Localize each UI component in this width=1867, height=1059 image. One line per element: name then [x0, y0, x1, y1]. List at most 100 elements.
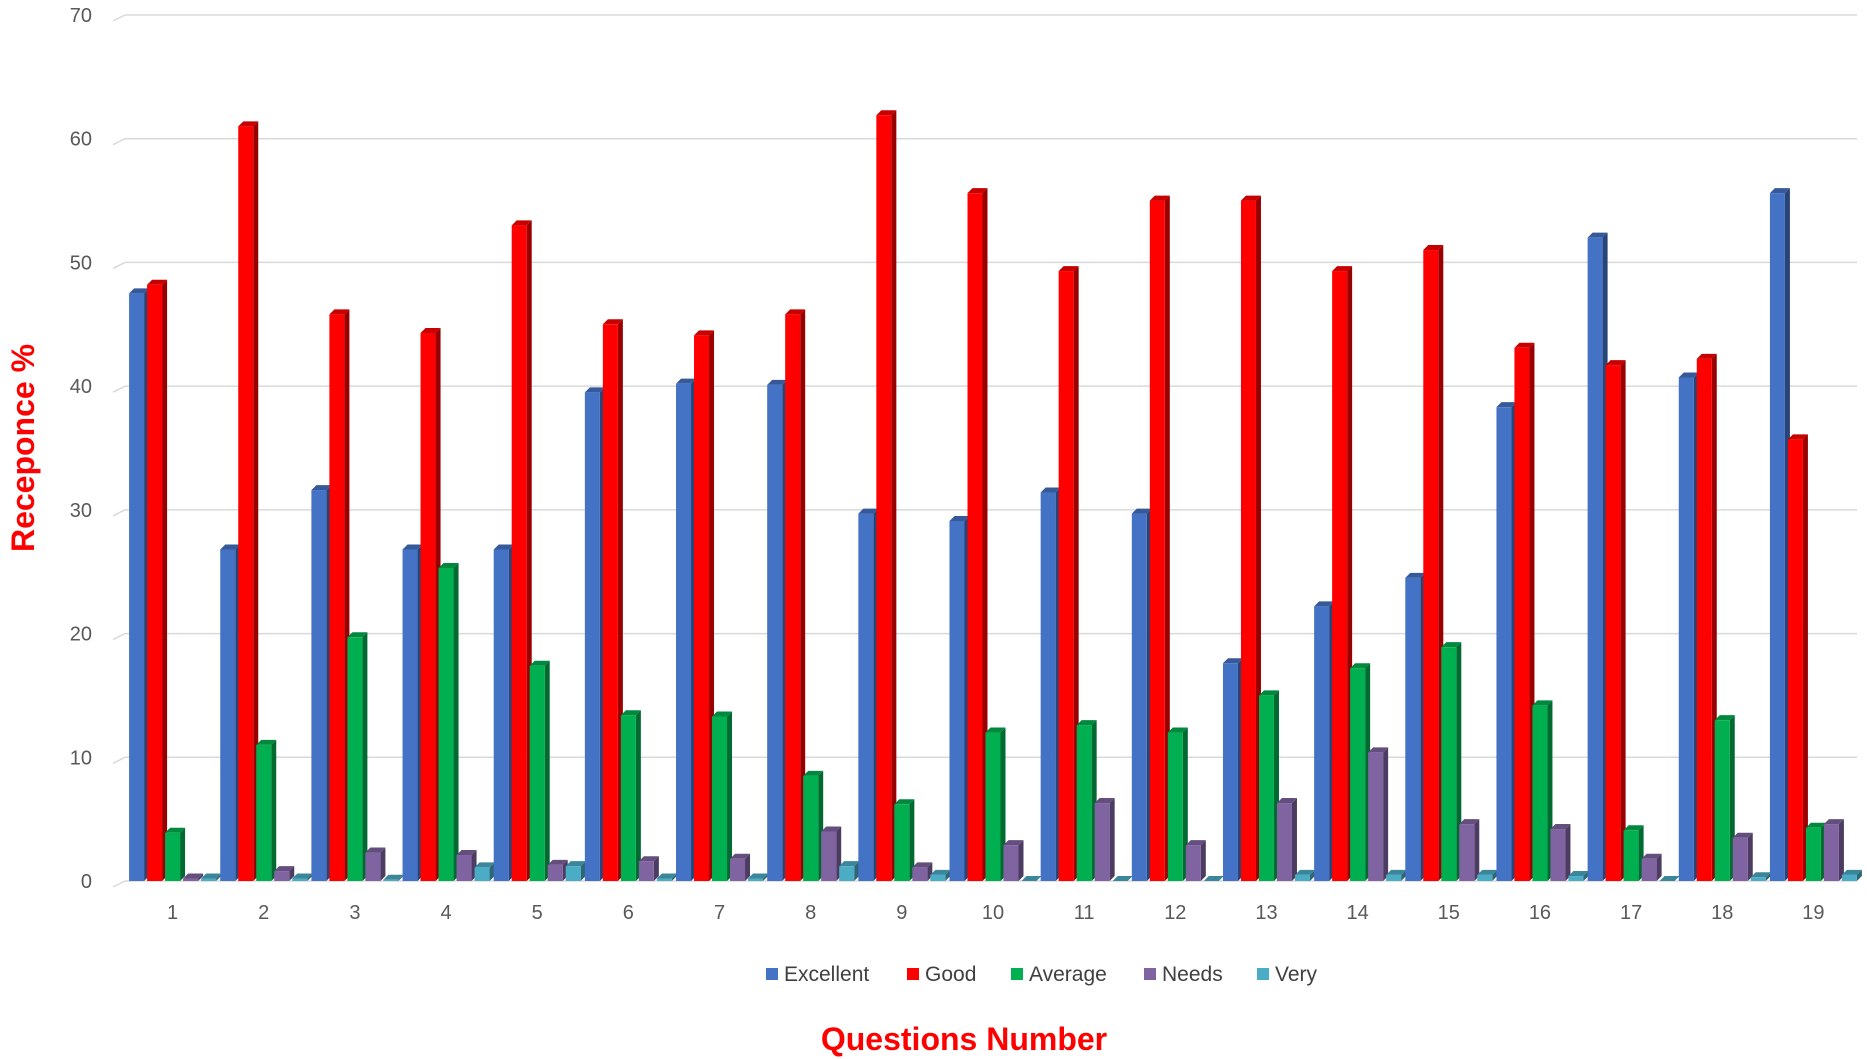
bar-excellent-8: [767, 379, 788, 881]
gridline-depth: [112, 261, 126, 270]
bar-excellent-1: [129, 288, 150, 881]
y-tick-label: 40: [70, 376, 92, 398]
x-tick-label: 4: [440, 902, 451, 924]
bar-needs-14: [1368, 747, 1389, 881]
bar-needs-7: [730, 853, 751, 881]
legend-item-average: Average: [1011, 963, 1107, 986]
bar-excellent-4: [402, 544, 423, 881]
bar-very-10: [1021, 876, 1042, 881]
bar-good-3: [329, 309, 350, 882]
bar-excellent-19: [1769, 188, 1790, 882]
bar-needs-18: [1732, 832, 1753, 881]
bar-excellent-17: [1587, 232, 1608, 881]
bar-needs-2: [274, 866, 295, 881]
x-tick-label: 14: [1347, 902, 1369, 924]
x-tick-label: 19: [1802, 902, 1824, 924]
legend-label: Excellent: [784, 963, 869, 986]
legend-item-very: Very: [1257, 963, 1318, 986]
bar-average-16: [1532, 700, 1553, 881]
bar-average-3: [347, 632, 368, 881]
bar-excellent-16: [1496, 402, 1517, 881]
x-tick-label: 15: [1438, 902, 1460, 924]
x-axis-tick-labels: 1 2 3 4 5 6 7 8 9 10 11 12 13 14 15 16 17 18 19: [167, 902, 1825, 924]
bar-excellent-6: [584, 387, 605, 881]
y-axis-title: Receponce %: [5, 344, 41, 552]
bars: [129, 110, 1862, 882]
gridline-depth: [112, 138, 126, 146]
legend-item-good: Good: [907, 963, 976, 986]
bar-needs-9: [912, 862, 933, 881]
bar-good-4: [420, 327, 441, 882]
bar-needs-3: [365, 847, 386, 881]
bar-very-8: [839, 861, 860, 881]
x-tick-label: 13: [1255, 902, 1277, 924]
bar-excellent-2: [220, 544, 241, 881]
gridline-depth: [112, 14, 126, 22]
x-tick-label: 1: [167, 902, 178, 924]
x-tick-label: 18: [1711, 902, 1733, 924]
bar-needs-5: [547, 859, 568, 881]
bar-average-9: [894, 799, 915, 881]
bar-average-2: [256, 739, 277, 881]
legend-label: Average: [1029, 963, 1107, 986]
y-tick-label: 70: [70, 5, 92, 27]
y-tick-label: 50: [70, 252, 92, 274]
x-tick-label: 3: [349, 902, 360, 924]
bar-needs-16: [1550, 824, 1571, 881]
bar-excellent-18: [1678, 372, 1699, 881]
bar-good-15: [1423, 245, 1444, 882]
bar-needs-8: [821, 826, 842, 881]
bar-very-3: [383, 874, 404, 881]
bar-needs-13: [1276, 798, 1297, 881]
bar-good-18: [1696, 353, 1717, 881]
bar-very-5: [565, 861, 586, 881]
bar-average-19: [1805, 822, 1826, 881]
bar-excellent-11: [1040, 487, 1061, 881]
legend-swatch: [1144, 968, 1156, 980]
bar-good-9: [876, 110, 897, 882]
legend-item-excellent: Excellent: [766, 963, 869, 986]
legend-label: Very: [1275, 963, 1318, 986]
bar-needs-6: [638, 856, 659, 881]
bar-good-1: [147, 279, 168, 881]
x-tick-label: 9: [896, 902, 907, 924]
gridline-depth: [112, 632, 126, 641]
legend-label: Good: [925, 963, 976, 986]
bar-very-2: [292, 873, 313, 881]
bar-average-7: [712, 711, 733, 881]
bar-good-19: [1787, 434, 1808, 881]
bar-good-17: [1605, 360, 1626, 881]
bar-very-6: [656, 873, 677, 881]
x-tick-label: 5: [532, 902, 543, 924]
bar-good-7: [694, 330, 715, 881]
x-tick-label: 16: [1529, 902, 1551, 924]
bar-good-14: [1332, 266, 1353, 881]
bar-excellent-10: [949, 515, 970, 881]
legend-swatch: [1257, 968, 1269, 980]
bar-excellent-15: [1405, 572, 1426, 881]
bar-very-14: [1386, 869, 1407, 881]
bar-good-2: [238, 121, 259, 882]
bar-very-4: [474, 862, 495, 881]
bar-excellent-9: [858, 508, 879, 881]
x-tick-label: 7: [714, 902, 725, 924]
bar-very-19: [1841, 869, 1862, 881]
bar-very-18: [1750, 872, 1771, 881]
bar-good-16: [1514, 342, 1535, 881]
bar-average-1: [165, 827, 186, 881]
y-tick-label: 0: [81, 871, 92, 893]
y-axis-tick-labels: 0 10 20 30 40 50 60 70: [70, 5, 92, 893]
x-tick-label: 10: [982, 902, 1004, 924]
gridline-depth: [112, 385, 126, 393]
bar-needs-1: [183, 873, 204, 881]
bar-very-13: [1294, 869, 1315, 881]
legend-item-needs: Needs: [1144, 963, 1223, 986]
x-tick-label: 2: [258, 902, 269, 924]
bar-average-18: [1714, 715, 1735, 881]
bar-good-10: [967, 188, 988, 882]
bar-average-14: [1350, 663, 1371, 881]
bar-excellent-7: [676, 378, 697, 881]
legend-label: Needs: [1162, 963, 1223, 986]
bar-needs-4: [456, 850, 477, 881]
